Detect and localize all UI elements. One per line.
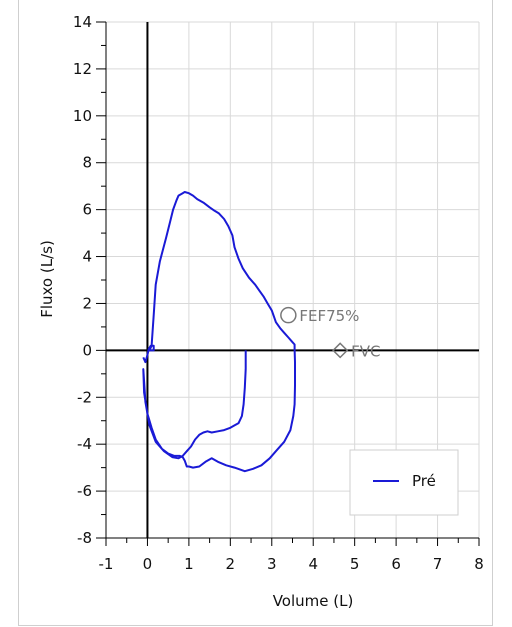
legend-box <box>349 449 459 516</box>
y-tick-label: -8 <box>77 529 92 547</box>
x-tick-label: 0 <box>143 555 153 573</box>
y-axis-title: Fluxo (L/s) <box>38 240 56 318</box>
y-tick-label: -2 <box>77 388 92 406</box>
x-tick-label: 6 <box>391 555 401 573</box>
marker-fvc <box>332 342 349 359</box>
x-tick-label: 1 <box>184 555 194 573</box>
marker-label-fvc: FVC <box>351 342 380 360</box>
x-tick-label: 3 <box>267 555 277 573</box>
x-tick-label: 8 <box>474 555 484 573</box>
marker-layer: FEF75% FVC <box>280 306 381 360</box>
y-tick-label: 6 <box>82 201 92 219</box>
legend-label-pre: Pré <box>412 472 436 490</box>
x-axis-title: Volume (L) <box>273 592 354 610</box>
marker-fef75 <box>280 306 297 324</box>
y-tick-label: 4 <box>82 248 92 266</box>
y-tick-label: 12 <box>73 60 92 78</box>
y-tick-label: 2 <box>82 294 92 312</box>
y-tick-label: -4 <box>77 435 92 453</box>
y-tick-label: 10 <box>73 107 92 125</box>
series-layer <box>142 191 296 473</box>
y-tick-label: 8 <box>82 154 92 172</box>
y-tick-label: -6 <box>77 482 92 500</box>
chart-frame <box>18 0 493 626</box>
x-tick-label: 4 <box>308 555 318 573</box>
x-tick-label: 5 <box>350 555 360 573</box>
marker-label-fef75: FEF75% <box>299 307 359 325</box>
y-tick-label: 14 <box>73 13 92 31</box>
x-tick-label: -1 <box>99 555 114 573</box>
x-tick-label: 2 <box>226 555 236 573</box>
legend: Pré <box>349 449 459 516</box>
series-line-0 <box>142 191 296 473</box>
y-tick-label: 0 <box>82 341 92 359</box>
x-tick-label: 7 <box>433 555 443 573</box>
